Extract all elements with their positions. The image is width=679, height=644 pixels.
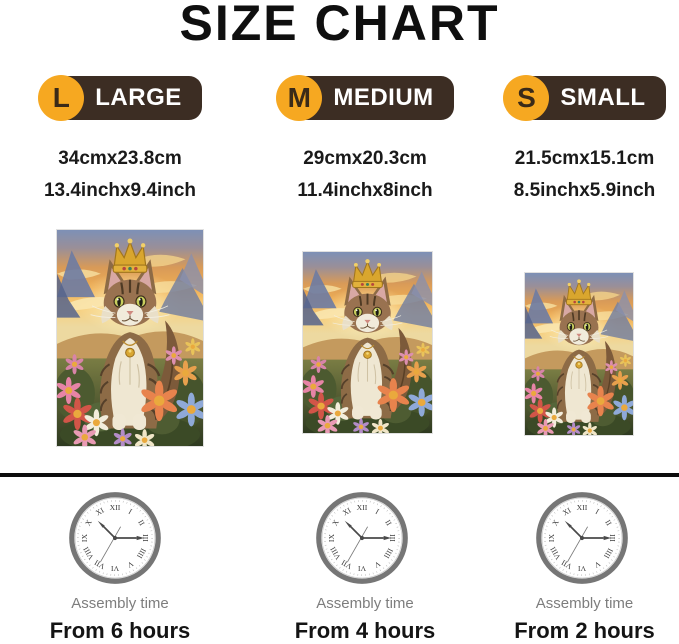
size-letter-circle: L — [38, 75, 85, 121]
assembly-time-value: From 4 hours — [294, 618, 436, 643]
column-medium: M MEDIUM 29cmx20.3cm 11.4inchx8inch — [240, 70, 490, 202]
svg-text:V: V — [592, 559, 602, 570]
assembly-column-large: Assembly time From 6 hours — [0, 595, 240, 644]
svg-text:I: I — [374, 507, 381, 516]
section-divider — [0, 473, 679, 477]
column-large: L LARGE 34cmx23.8cm 13.4inchx9.4inch — [0, 70, 240, 202]
size-letter-circle: M — [276, 75, 323, 121]
svg-text:X: X — [83, 518, 94, 528]
svg-text:X: X — [550, 518, 561, 528]
assembly-column-small: Assembly time From 2 hours — [490, 595, 679, 644]
svg-text:XII: XII — [110, 503, 121, 512]
svg-text:XII: XII — [357, 503, 368, 512]
dimensions-cm: 21.5cmx15.1cm — [514, 148, 655, 169]
svg-text:II: II — [383, 518, 394, 527]
svg-text:II: II — [136, 518, 147, 527]
column-small: S SMALL 21.5cmx15.1cm 8.5inchx5.9inch — [490, 70, 679, 202]
svg-text:VI: VI — [358, 564, 367, 573]
assembly-time-label: Assembly time — [316, 595, 414, 612]
size-letter-circle: S — [503, 75, 550, 121]
svg-text:I: I — [127, 507, 134, 516]
svg-text:III: III — [608, 534, 617, 542]
product-image-large-cat-crown-artwork — [56, 229, 204, 447]
assembly-time-label: Assembly time — [71, 595, 169, 612]
size-badge-medium: M MEDIUM — [276, 75, 454, 121]
svg-text:XI: XI — [561, 505, 573, 517]
svg-text:V: V — [125, 559, 135, 570]
svg-text:IX: IX — [80, 534, 89, 543]
dimensions-inch: 11.4inchx8inch — [297, 180, 433, 201]
assembly-time-label: Assembly time — [535, 595, 634, 612]
svg-text:XI: XI — [341, 505, 353, 517]
dimensions-cm: 29cmx20.3cm — [303, 148, 427, 169]
svg-text:XI: XI — [94, 505, 106, 517]
dimensions-cm: 34cmx23.8cm — [58, 148, 182, 169]
svg-text:II: II — [603, 518, 614, 527]
assembly-time-value: From 6 hours — [49, 618, 191, 643]
svg-text:X: X — [330, 518, 341, 528]
page-title: SIZE CHART — [179, 0, 500, 51]
svg-text:VI: VI — [111, 564, 120, 573]
svg-text:IX: IX — [547, 534, 556, 543]
svg-text:IX: IX — [327, 534, 336, 543]
assembly-column-medium: Assembly time From 4 hours — [240, 595, 490, 644]
dimensions-inch: 13.4inchx9.4inch — [43, 180, 197, 201]
svg-text:III: III — [388, 534, 397, 542]
product-image-small-cat-crown-artwork — [524, 272, 634, 436]
svg-text:VI: VI — [578, 564, 587, 573]
svg-text:V: V — [372, 559, 382, 570]
size-badge-small: S SMALL — [503, 75, 666, 121]
svg-text:III: III — [141, 534, 150, 542]
size-badge-large: L LARGE — [38, 75, 202, 121]
assembly-time-value: From 2 hours — [514, 618, 655, 643]
svg-text:XII: XII — [577, 503, 588, 512]
product-image-medium-cat-crown-artwork — [302, 251, 433, 434]
svg-text:I: I — [594, 507, 601, 516]
dimensions-inch: 8.5inchx5.9inch — [513, 180, 656, 201]
